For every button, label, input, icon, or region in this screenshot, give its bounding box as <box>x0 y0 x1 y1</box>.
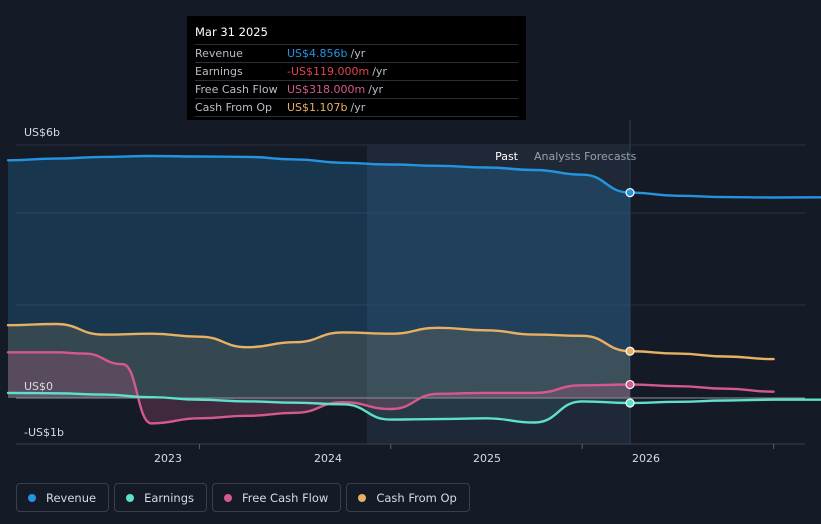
legend-label: Earnings <box>144 490 194 505</box>
free-cash-flow-dot-icon <box>224 493 232 502</box>
tooltip-row-free-cash-flow: Free Cash Flow US$318.000m /yr <box>195 80 518 98</box>
tooltip-date: Mar 31 2025 <box>195 25 268 39</box>
legend-item-revenue[interactable]: Revenue <box>16 483 110 512</box>
y-tick-label-bottom: -US$1b <box>24 426 64 439</box>
x-tick-label-2023: 2023 <box>154 452 182 465</box>
tooltip-row-revenue: Revenue US$4.856b /yr <box>195 44 518 62</box>
legend: Revenue Earnings Free Cash Flow Cash Fro… <box>16 483 470 512</box>
tooltip-unit: /yr <box>372 65 387 78</box>
legend-label: Revenue <box>46 490 97 505</box>
legend-item-free-cash-flow[interactable]: Free Cash Flow <box>212 483 342 512</box>
legend-item-earnings[interactable]: Earnings <box>114 483 207 512</box>
past-label: Past <box>495 150 519 163</box>
tooltip-label: Free Cash Flow <box>195 83 278 96</box>
y-tick-label-top: US$6b <box>24 126 60 139</box>
y-tick-label-zero: US$0 <box>24 380 53 393</box>
tooltip-value: US$1.107b <box>287 101 348 114</box>
tooltip-row-earnings: Earnings -US$119.000m /yr <box>195 62 518 80</box>
tooltip-label: Revenue <box>195 47 243 60</box>
tooltip-unit: /yr <box>350 47 366 60</box>
cash-from-op-area <box>8 324 631 398</box>
tooltip-row-cash-from-op: Cash From Op US$1.107b /yr <box>195 98 518 117</box>
free-cash-flow-area <box>8 352 631 424</box>
revenue-dot-icon <box>28 493 36 502</box>
earnings-marker <box>625 398 635 408</box>
revenue-area <box>8 156 631 398</box>
tooltip-value: US$318.000m <box>287 83 366 96</box>
earnings-dot-icon <box>126 493 135 502</box>
tooltip-label: Earnings <box>195 65 243 78</box>
tooltip-unit: /yr <box>350 101 366 114</box>
revenue-line <box>6 154 821 199</box>
past-highlight <box>367 145 631 444</box>
free-cash-flow-marker <box>625 379 635 390</box>
cash-from-op-marker <box>625 346 635 356</box>
x-tick-label-2024: 2024 <box>314 452 342 465</box>
tooltip-label: Cash From Op <box>195 101 273 114</box>
earnings-line <box>6 391 821 424</box>
forecast-label: Analysts Forecasts <box>534 150 637 163</box>
legend-label: Cash From Op <box>376 490 457 505</box>
cash-from-op-dot-icon <box>358 493 367 502</box>
revenue-marker <box>625 187 635 198</box>
cash-from-op-line <box>6 322 775 361</box>
tooltip-value: US$4.856b <box>287 47 348 60</box>
x-tick-label-2025: 2025 <box>473 452 501 465</box>
tooltip: Mar 31 2025 Revenue US$4.856b /yr Earnin… <box>187 16 526 120</box>
legend-label: Free Cash Flow <box>242 490 329 505</box>
earnings-area <box>8 392 631 423</box>
x-tick-label-2026: 2026 <box>632 452 660 465</box>
tooltip-value: -US$119.000m <box>287 65 370 78</box>
tooltip-unit: /yr <box>368 83 383 96</box>
legend-item-cash-from-op[interactable]: Cash From Op <box>346 483 470 512</box>
